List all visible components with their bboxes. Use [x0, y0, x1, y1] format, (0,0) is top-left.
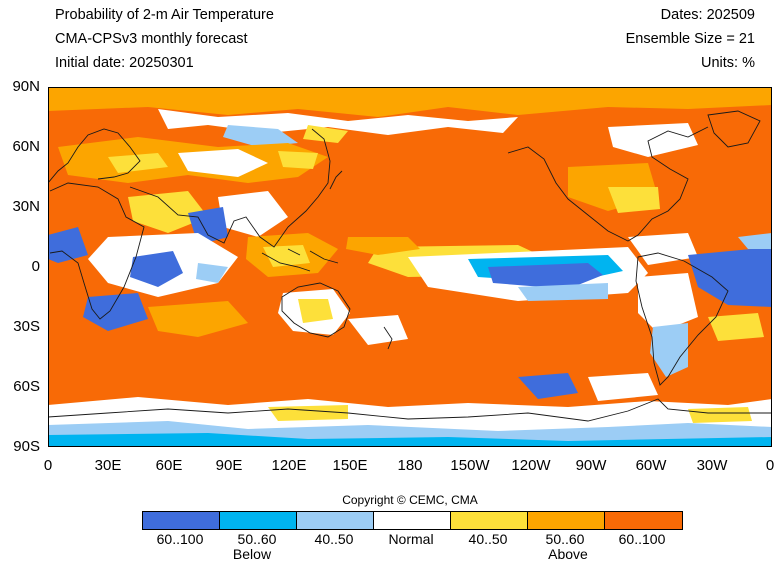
- map-title: Probability of 2-m Air Temperature: [55, 7, 274, 23]
- lat-label-60s: 60S: [13, 378, 40, 395]
- atlantic-below-high: [688, 247, 772, 307]
- arctic-mid-zone: [48, 87, 772, 117]
- initial-date-label: Initial date: 20250301: [55, 55, 194, 71]
- middle-east-above-low: [128, 191, 208, 233]
- coast-greenland: [707, 110, 761, 148]
- east-pacific-below-low: [518, 283, 608, 301]
- legend-swatch-below-50-60: [220, 512, 297, 529]
- central-pacific-above-mid: [346, 237, 420, 255]
- coast-new-zealand: [383, 326, 393, 350]
- units-label: Units: %: [701, 55, 755, 71]
- ensemble-size-label: Ensemble Size = 21: [625, 31, 755, 47]
- eurasia-normal-zone: [178, 149, 268, 177]
- lon-label-120e: 120E: [271, 457, 307, 474]
- lon-label-0: 0: [43, 457, 53, 474]
- lon-label-0-east: 0: [765, 457, 775, 474]
- lat-label-30n: 30N: [12, 198, 40, 215]
- lon-label-150e: 150E: [332, 457, 368, 474]
- coastlines: [48, 110, 772, 422]
- caribbean-normal: [628, 233, 698, 265]
- legend-group-above: Above: [548, 546, 588, 562]
- coast-indonesia: [261, 248, 339, 272]
- lon-label-180: 180: [397, 457, 423, 474]
- legend-group-below: Below: [232, 546, 272, 562]
- lon-label-30w: 30W: [696, 457, 728, 474]
- east-pacific-below-high: [488, 263, 603, 289]
- legend-label-normal: Normal: [388, 531, 434, 547]
- lat-label-60n: 60N: [12, 138, 40, 155]
- antarctic-below-mid: [48, 433, 772, 447]
- south-indian-ocean-mid: [148, 301, 248, 337]
- south-pacific-normal: [348, 315, 408, 345]
- lon-label-60w: 60W: [635, 457, 667, 474]
- coast-japan: [329, 170, 343, 190]
- south-asia-normal: [218, 191, 288, 237]
- coast-australia: [281, 282, 351, 338]
- lon-label-90e: 90E: [215, 457, 243, 474]
- coast-south-america: [635, 252, 729, 386]
- legend-label-above-60-100: 60..100: [618, 531, 666, 547]
- antarctic-above-low-east: [688, 407, 752, 423]
- arctic-below-low: [223, 125, 298, 147]
- coast-asia: [129, 128, 331, 248]
- dates-label: Dates: 202509: [660, 7, 755, 23]
- lon-label-30e: 30E: [94, 457, 122, 474]
- legend-label-below-60-100: 60..100: [156, 531, 204, 547]
- legend-label-below-50-60: 50..60: [237, 531, 277, 547]
- coast-europe: [48, 128, 141, 184]
- north-america-above-low: [608, 187, 660, 213]
- lon-label-90w: 90W: [575, 457, 607, 474]
- south-america-below-low: [650, 323, 688, 377]
- lon-label-120w: 120W: [511, 457, 551, 474]
- south-atlantic-above-low: [708, 313, 764, 341]
- canada-normal: [608, 123, 698, 157]
- south-indian-ocean-below-high: [83, 293, 148, 331]
- coast-north-america: [507, 126, 709, 242]
- west-africa-below-high: [48, 227, 88, 263]
- legend-swatch-normal: [374, 512, 451, 529]
- coast-africa: [49, 182, 145, 320]
- southern-ocean-below-high: [518, 373, 578, 399]
- antarctic-above-low: [268, 405, 348, 421]
- legend-swatch-above-50-60: [528, 512, 605, 529]
- legend-swatch-below-40-50: [297, 512, 374, 529]
- lon-label-150w: 150W: [450, 457, 490, 474]
- lat-label-0: 0: [31, 258, 40, 275]
- map-frame: [48, 87, 772, 447]
- atlantic-below-low: [738, 233, 772, 249]
- australia-above-low: [298, 299, 333, 323]
- lon-label-60e: 60E: [155, 457, 183, 474]
- indian-ocean-below-low: [196, 263, 228, 283]
- probability-map: [48, 87, 772, 447]
- south-america-normal: [638, 273, 698, 333]
- legend-swatch-above-40-50: [451, 512, 528, 529]
- indian-ocean-below-high: [130, 251, 183, 287]
- color-legend: [142, 511, 683, 530]
- lat-label-30s: 30S: [13, 318, 40, 335]
- maritime-continent-above-low: [263, 245, 310, 267]
- copyright-label: Copyright © CEMC, CMA: [342, 493, 478, 507]
- legend-label-below-40-50: 40..50: [314, 531, 354, 547]
- southern-ocean-normal: [588, 373, 658, 401]
- lat-label-90s: 90S: [13, 438, 40, 455]
- model-label: CMA-CPSv3 monthly forecast: [55, 31, 248, 47]
- legend-swatch-below-60-100: [143, 512, 220, 529]
- legend-label-above-50-60: 50..60: [545, 531, 585, 547]
- legend-swatch-above-60-100: [605, 512, 682, 529]
- legend-label-above-40-50: 40..50: [468, 531, 508, 547]
- arctic-above-low: [303, 125, 348, 143]
- lat-label-90n: 90N: [12, 78, 40, 95]
- siberia-above-low: [278, 151, 318, 169]
- coast-antarctica: [48, 398, 772, 422]
